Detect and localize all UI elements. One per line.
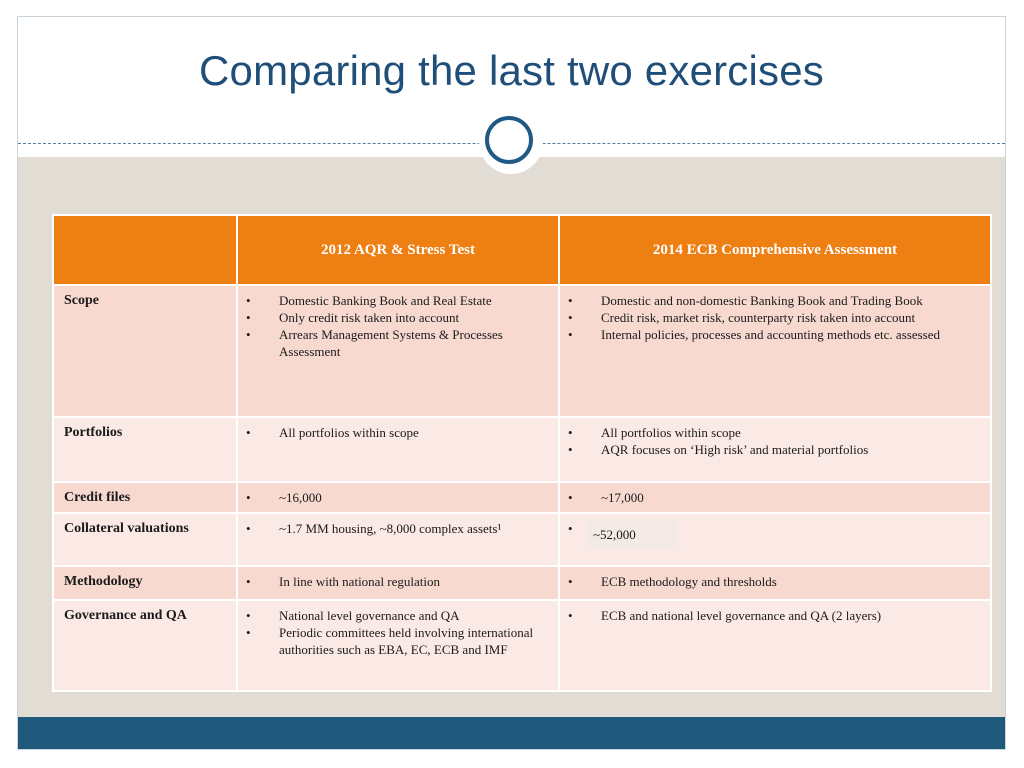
list-item: National level governance and QA: [246, 607, 550, 624]
table-row: Credit files ~16,000 ~17,000: [52, 481, 992, 514]
list-item: ~52,000: [568, 520, 982, 549]
list-item: In line with national regulation: [246, 573, 550, 590]
cell-2014-collateral: ~52,000: [558, 512, 992, 567]
list-item: ~1.7 MM housing, ~8,000 complex assets¹: [246, 520, 550, 537]
list-item: Domestic and non-domestic Banking Book a…: [568, 292, 982, 309]
row-label-scope: Scope: [52, 284, 238, 418]
list-item: ~16,000: [246, 489, 550, 506]
header-cell-2012: 2012 AQR & Stress Test: [236, 214, 560, 286]
slide-title: Comparing the last two exercises: [199, 47, 824, 94]
cell-2012-governance: National level governance and QA Periodi…: [236, 599, 560, 692]
cell-2012-methodology: In line with national regulation: [236, 565, 560, 601]
list-item: ~17,000: [568, 489, 982, 506]
row-label-credit-files: Credit files: [52, 481, 238, 514]
row-label-governance: Governance and QA: [52, 599, 238, 692]
header-cell-empty: [52, 214, 238, 286]
list-item: All portfolios within scope: [568, 424, 982, 441]
list-item: Internal policies, processes and account…: [568, 326, 982, 343]
cell-2012-portfolios: All portfolios within scope: [236, 416, 560, 483]
row-label-collateral-valuations: Collateral valuations: [52, 512, 238, 567]
list-item: Arrears Management Systems & Processes A…: [246, 326, 550, 360]
table-row: Governance and QA National level governa…: [52, 599, 992, 692]
cell-2012-collateral: ~1.7 MM housing, ~8,000 complex assets¹: [236, 512, 560, 567]
list-item: Credit risk, market risk, counterparty r…: [568, 309, 982, 326]
cell-2014-portfolios: All portfolios within scope AQR focuses …: [558, 416, 992, 483]
header-cell-2014: 2014 ECB Comprehensive Assessment: [558, 214, 992, 286]
list-item: All portfolios within scope: [246, 424, 550, 441]
slide-frame: Comparing the last two exercises 2012 AQ…: [17, 16, 1006, 750]
list-item: ECB and national level governance and QA…: [568, 607, 982, 624]
table-row: Portfolios All portfolios within scope A…: [52, 416, 992, 483]
list-item: Only credit risk taken into account: [246, 309, 550, 326]
table-row: Scope Domestic Banking Book and Real Est…: [52, 284, 992, 418]
list-item: ECB methodology and thresholds: [568, 573, 982, 590]
row-label-methodology: Methodology: [52, 565, 238, 601]
list-item: AQR focuses on ‘High risk’ and material …: [568, 441, 982, 458]
table-header-row: 2012 AQR & Stress Test 2014 ECB Comprehe…: [52, 214, 992, 286]
comparison-table: 2012 AQR & Stress Test 2014 ECB Comprehe…: [52, 214, 992, 692]
value-box: ~52,000: [587, 520, 676, 549]
cell-2012-credit-files: ~16,000: [236, 481, 560, 514]
cell-2014-scope: Domestic and non-domestic Banking Book a…: [558, 284, 992, 418]
cell-2012-scope: Domestic Banking Book and Real Estate On…: [236, 284, 560, 418]
table-row: Methodology In line with national regula…: [52, 565, 992, 601]
footer-bar: [18, 717, 1005, 749]
table-row: Collateral valuations ~1.7 MM housing, ~…: [52, 512, 992, 567]
list-item: Periodic committees held involving inter…: [246, 624, 550, 658]
row-label-portfolios: Portfolios: [52, 416, 238, 483]
cell-2014-governance: ECB and national level governance and QA…: [558, 599, 992, 692]
cell-2014-credit-files: ~17,000: [558, 481, 992, 514]
cell-2014-methodology: ECB methodology and thresholds: [558, 565, 992, 601]
circle-ornament-icon: [485, 116, 533, 164]
list-item: Domestic Banking Book and Real Estate: [246, 292, 550, 309]
